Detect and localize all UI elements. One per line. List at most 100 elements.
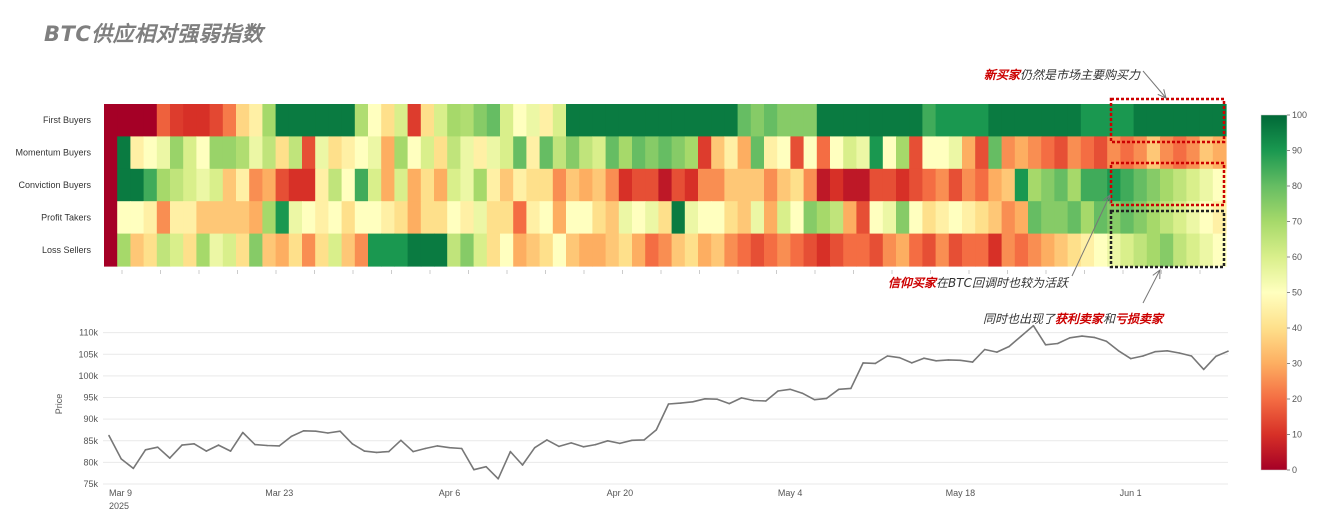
heatmap-cell — [249, 233, 263, 267]
heatmap-cell — [1001, 201, 1016, 235]
heatmap-cell — [684, 233, 699, 267]
heatmap-cell — [975, 201, 989, 235]
heatmap-cell — [618, 104, 633, 137]
heatmap-cell — [737, 168, 752, 202]
heatmap-cell — [1014, 104, 1029, 137]
heatmap-cell — [460, 168, 475, 202]
heatmap-cell — [1067, 201, 1082, 235]
arrow-conviction-buyers-head — [1102, 193, 1111, 205]
heatmap-cell — [1186, 201, 1201, 235]
heatmap-cell — [302, 201, 316, 235]
heatmap-cell — [1054, 104, 1069, 137]
heatmap-cell — [1146, 168, 1161, 202]
heatmap-cell — [1133, 136, 1148, 170]
heatmap-cell — [764, 168, 778, 202]
heatmap-cell — [288, 201, 303, 235]
heatmap-cell — [130, 136, 145, 170]
heatmap-cell — [1054, 136, 1069, 170]
price-point — [473, 468, 475, 471]
heatmap-row-label: Loss Sellers — [42, 245, 92, 255]
heatmap-cell — [750, 233, 765, 267]
price-point — [1227, 350, 1229, 353]
heatmap-cell — [724, 104, 739, 137]
heatmap-cell — [1001, 104, 1016, 137]
heatmap-cell — [645, 168, 659, 202]
price-point — [1069, 337, 1071, 339]
price-x-tick-label: Apr 6 — [439, 488, 461, 498]
heatmap-cell — [500, 136, 514, 170]
heatmap-cell — [592, 201, 607, 235]
price-point — [935, 360, 937, 362]
heatmap-cell — [592, 136, 607, 170]
heatmap-cell — [249, 168, 263, 202]
annotation-sellers-pre: 同时也出现了 — [983, 312, 1056, 326]
heatmap-cell — [711, 104, 725, 137]
heatmap-cell — [579, 168, 593, 202]
heatmap-cell — [420, 168, 435, 202]
heatmap-cell — [368, 201, 382, 235]
heatmap-cell — [671, 104, 686, 137]
heatmap-cell — [500, 104, 514, 137]
heatmap-cell — [394, 233, 409, 267]
heatmap-cell — [1160, 168, 1174, 202]
heatmap-cell — [909, 168, 923, 202]
heatmap-cell — [407, 136, 422, 170]
price-line — [108, 324, 1229, 480]
heatmap-cell — [579, 136, 593, 170]
heatmap-cell — [460, 136, 475, 170]
price-y-tick-label: 75k — [83, 479, 98, 489]
price-point — [1190, 355, 1193, 357]
heatmap-cell — [909, 201, 923, 235]
heatmap-cell — [856, 168, 871, 202]
heatmap-cell — [803, 104, 818, 137]
heatmap-cell — [724, 168, 739, 202]
price-gridlines — [103, 332, 1228, 485]
heatmap-cell — [1186, 104, 1201, 137]
heatmap-cell — [698, 168, 712, 202]
heatmap-cell — [724, 201, 739, 235]
heatmap-cell — [618, 168, 633, 202]
price-point — [278, 445, 281, 447]
heatmap-cell — [513, 104, 527, 137]
heatmap-cell — [1107, 136, 1121, 170]
heatmap-cell — [460, 233, 475, 267]
heatmap-cell — [816, 104, 831, 137]
heatmap-cell — [750, 168, 765, 202]
arrow-conviction-buyers-shaft — [1071, 194, 1111, 277]
heatmap-cell — [1173, 168, 1187, 202]
heatmap-cell — [354, 104, 369, 137]
heatmap-cell — [1199, 201, 1214, 235]
heatmap-cell — [962, 104, 976, 137]
heatmap-cell — [288, 104, 303, 137]
price-axes: 75k 80k 85k 90k 95k 100k 105k 110k Price Mar 9 202… — [54, 328, 1142, 511]
price-series — [108, 324, 1229, 480]
heatmap-cell — [975, 168, 989, 202]
heatmap-x-ticks — [121, 270, 1201, 274]
price-point — [1008, 345, 1010, 348]
heatmap-cell — [143, 201, 158, 235]
heatmap-cell — [922, 136, 937, 170]
price-point — [996, 351, 998, 353]
heatmap-cell — [222, 201, 237, 235]
heatmap-cell — [803, 233, 818, 267]
heatmap-cell — [209, 136, 224, 170]
heatmap-cell — [1173, 104, 1187, 137]
heatmap-cell — [1094, 168, 1108, 202]
price-point — [911, 362, 913, 364]
heatmap-cell — [843, 233, 857, 267]
heatmap-cell — [183, 136, 197, 170]
heatmap-cell — [288, 136, 303, 170]
heatmap-cell — [830, 233, 844, 267]
heatmap-cell — [790, 201, 805, 235]
price-point — [460, 447, 463, 450]
heatmap-cell — [1212, 136, 1227, 170]
heatmap-cell — [130, 201, 145, 235]
heatmap-cell — [948, 136, 963, 170]
heatmap-cell — [750, 201, 765, 235]
heatmap-cell — [486, 168, 501, 202]
heatmap-cell — [196, 104, 211, 137]
price-point — [1081, 335, 1083, 337]
heatmap-cell — [513, 136, 527, 170]
heatmap-cell — [262, 104, 277, 137]
heatmap-cell — [962, 201, 976, 235]
